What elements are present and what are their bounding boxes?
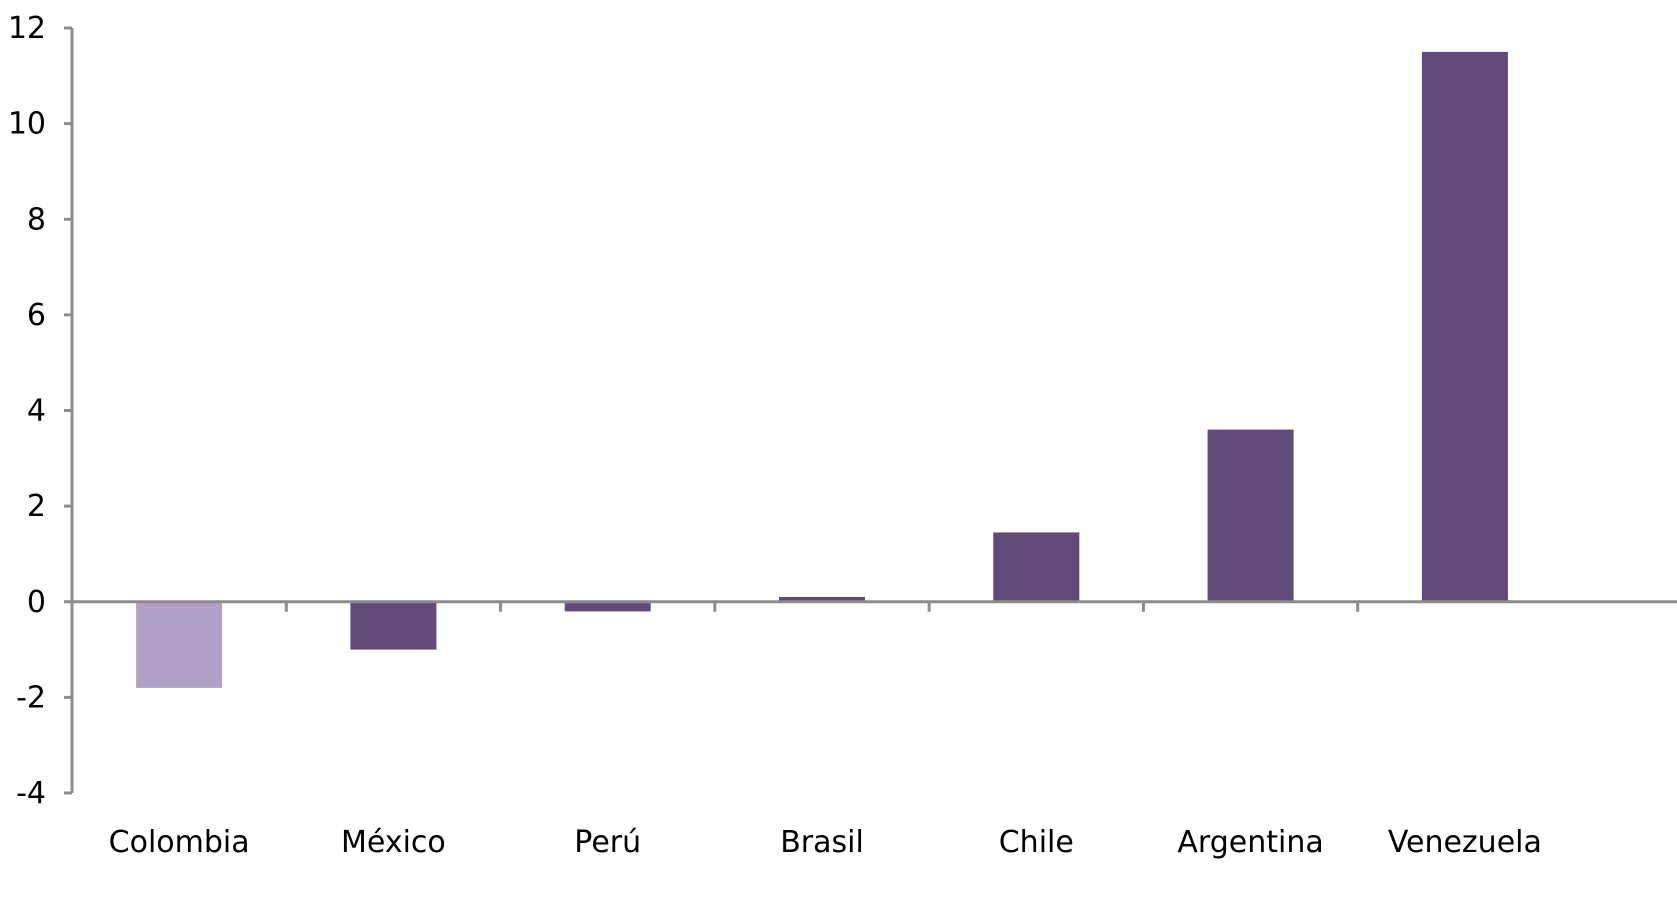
x-label-méxico: México <box>341 825 446 860</box>
bar-méxico <box>350 601 437 650</box>
y-tick-label: 10 <box>8 107 46 142</box>
x-label-brasil: Brasil <box>780 825 864 860</box>
x-label-argentina: Argentina <box>1177 825 1323 860</box>
bar-brasil <box>779 597 865 602</box>
y-tick-label: -4 <box>16 776 46 811</box>
bars-group <box>136 51 1508 688</box>
bar-argentina <box>1207 429 1294 602</box>
bar-colombia <box>136 601 223 688</box>
x-label-venezuela: Venezuela <box>1388 825 1542 860</box>
x-label-chile: Chile <box>999 825 1074 860</box>
y-tick-label: 4 <box>27 394 46 429</box>
bar-perú <box>564 601 651 612</box>
bar-chile <box>993 532 1080 602</box>
y-tick-label: 8 <box>27 202 46 237</box>
y-tick-labels: 12 10 8 6 4 2 0 -2 -4 <box>8 11 46 811</box>
y-tick-label: 6 <box>27 298 46 333</box>
y-tick-label: 2 <box>27 489 46 524</box>
y-tick-label: 0 <box>27 585 46 620</box>
x-label-perú: Perú <box>574 825 641 860</box>
axes-group <box>64 26 1677 795</box>
bar-venezuela <box>1421 51 1508 602</box>
x-category-labels: Colombia México Perú Brasil Chile Argentina Ve… <box>109 825 1542 860</box>
y-tick-label: -2 <box>16 680 46 715</box>
y-tick-label: 12 <box>8 11 46 46</box>
x-label-colombia: Colombia <box>109 825 250 860</box>
